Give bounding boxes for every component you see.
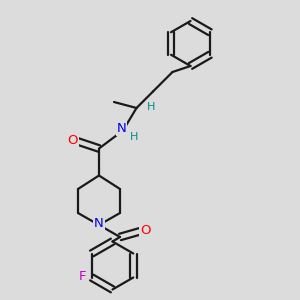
Text: O: O [68,134,78,148]
Text: F: F [78,270,86,284]
Text: N: N [94,217,104,230]
Text: H: H [147,102,155,112]
Text: O: O [140,224,150,238]
Text: N: N [117,122,126,135]
Text: H: H [130,132,139,142]
